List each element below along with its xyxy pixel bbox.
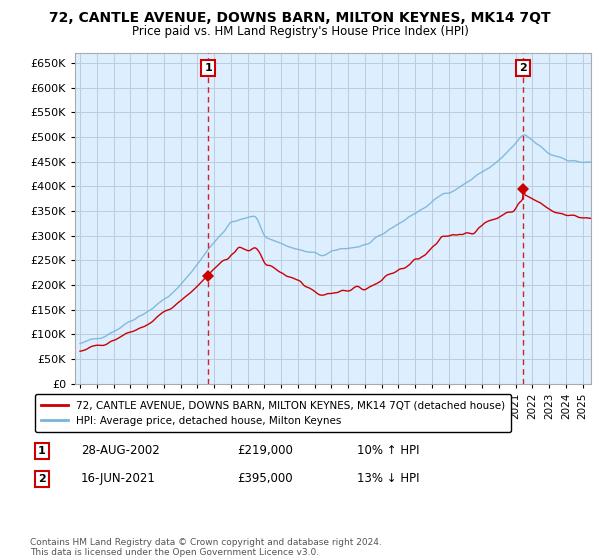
Text: 72, CANTLE AVENUE, DOWNS BARN, MILTON KEYNES, MK14 7QT: 72, CANTLE AVENUE, DOWNS BARN, MILTON KE… (49, 11, 551, 25)
Text: £395,000: £395,000 (237, 472, 293, 486)
Text: 1: 1 (205, 63, 212, 73)
Text: £219,000: £219,000 (237, 444, 293, 458)
Text: 13% ↓ HPI: 13% ↓ HPI (357, 472, 419, 486)
Text: 28-AUG-2002: 28-AUG-2002 (81, 444, 160, 458)
Text: Contains HM Land Registry data © Crown copyright and database right 2024.
This d: Contains HM Land Registry data © Crown c… (30, 538, 382, 557)
Text: 10% ↑ HPI: 10% ↑ HPI (357, 444, 419, 458)
Text: 1: 1 (38, 446, 46, 456)
Text: Price paid vs. HM Land Registry's House Price Index (HPI): Price paid vs. HM Land Registry's House … (131, 25, 469, 38)
Legend: 72, CANTLE AVENUE, DOWNS BARN, MILTON KEYNES, MK14 7QT (detached house), HPI: Av: 72, CANTLE AVENUE, DOWNS BARN, MILTON KE… (35, 394, 511, 432)
Text: 2: 2 (38, 474, 46, 484)
Text: 2: 2 (520, 63, 527, 73)
Text: 16-JUN-2021: 16-JUN-2021 (81, 472, 156, 486)
